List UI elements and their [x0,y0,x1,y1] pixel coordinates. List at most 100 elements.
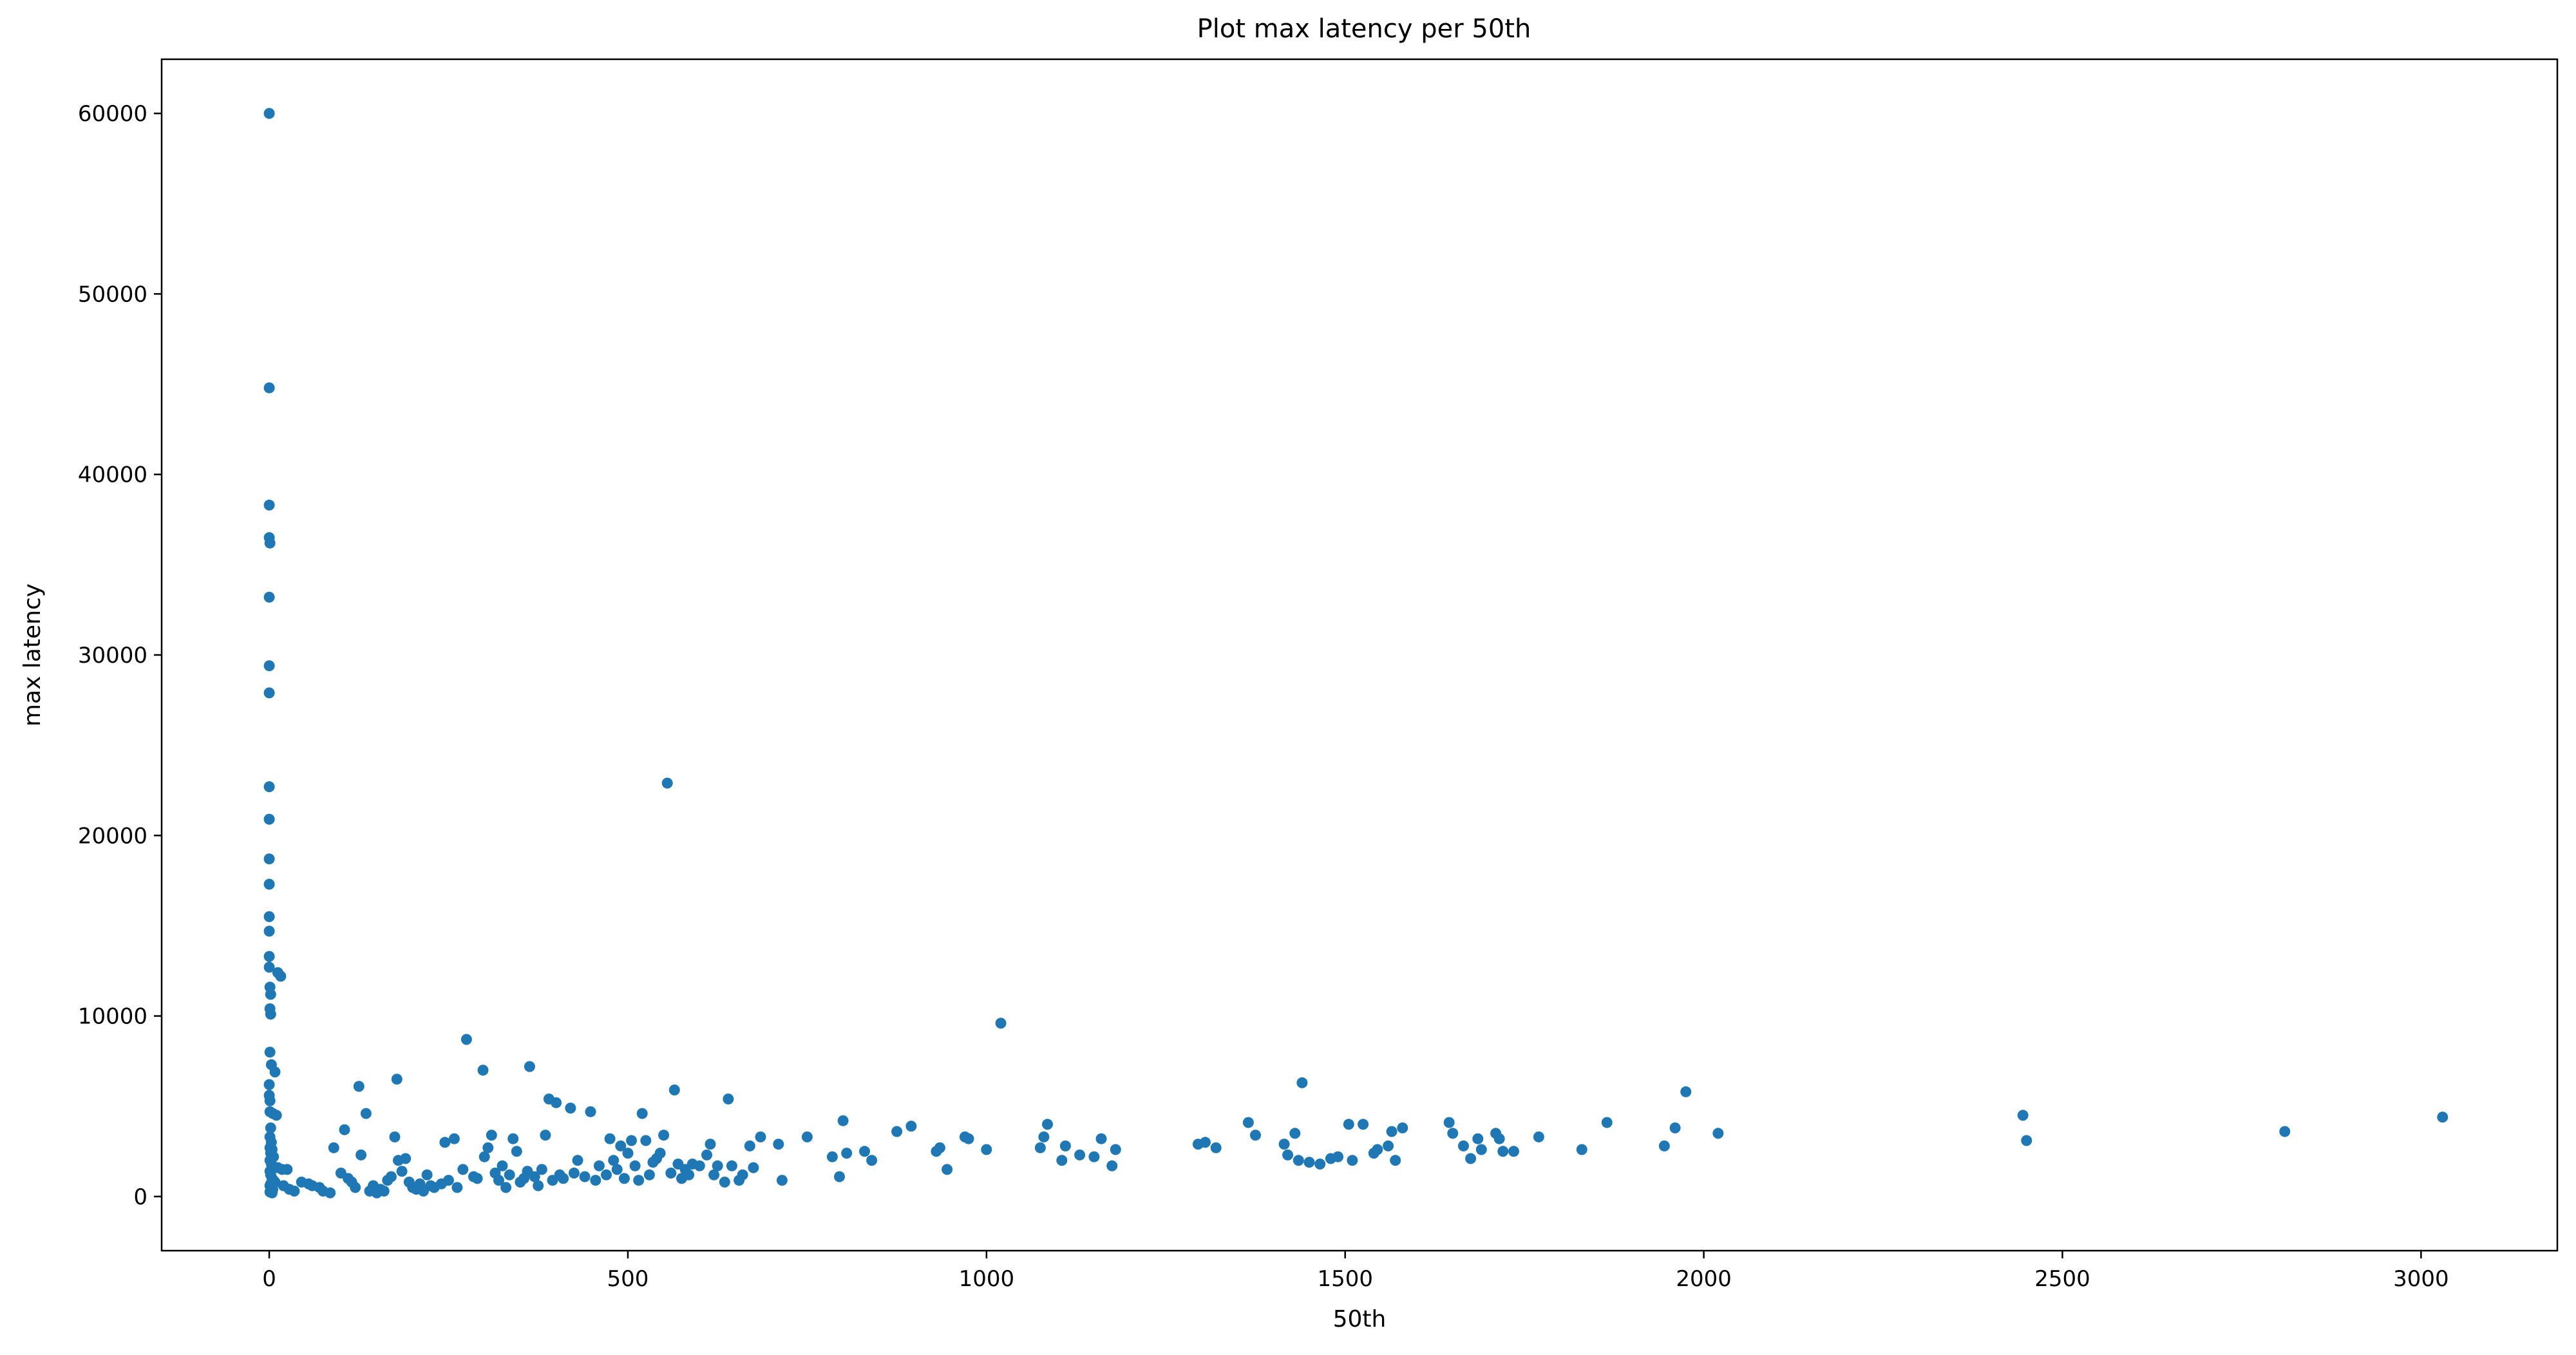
data-point [579,1171,591,1182]
data-point [1296,1077,1308,1088]
data-point [1074,1149,1086,1161]
data-point [1669,1122,1681,1133]
data-point [551,1097,562,1108]
data-point [504,1169,515,1180]
data-point [289,1186,300,1197]
data-point [500,1182,512,1193]
data-point [328,1142,339,1153]
data-point [1289,1128,1301,1139]
data-point [1658,1140,1670,1151]
data-point [263,878,275,890]
data-point [801,1131,813,1142]
data-point [264,1095,276,1106]
data-point [626,1135,637,1146]
y-tick-label: 0 [133,1184,147,1210]
data-point [866,1155,878,1166]
data-point [981,1144,992,1155]
data-point [1472,1133,1484,1144]
data-point [1347,1155,1358,1166]
y-tick-label: 30000 [78,643,147,668]
data-point [536,1164,547,1175]
data-point [654,1148,666,1159]
data-point [1576,1144,1587,1155]
data-point [723,1094,734,1104]
data-point [457,1164,469,1175]
data-point [265,989,276,1000]
data-point [391,1074,402,1085]
data-point [934,1142,945,1153]
plot-frame [160,58,2559,1252]
data-point [378,1186,390,1197]
data-point [350,1182,361,1193]
data-point [744,1140,755,1151]
data-point [776,1175,788,1186]
data-point [2021,1135,2032,1146]
data-point [2279,1126,2291,1137]
data-point [1106,1160,1118,1171]
data-point [1386,1126,1397,1137]
data-point [585,1106,596,1117]
data-point [396,1166,408,1177]
data-point [1447,1128,1459,1139]
data-point [615,1140,627,1151]
data-point [1712,1128,1724,1139]
data-point [1358,1119,1369,1130]
x-tick-label: 2500 [2034,1266,2090,1292]
data-point [267,1187,278,1199]
data-point [1601,1117,1613,1128]
data-point [611,1164,623,1175]
data-point [269,1066,281,1077]
y-axis-label: max latency [19,583,46,726]
data-point [1056,1155,1068,1166]
data-point [1303,1157,1315,1168]
data-point [1042,1119,1053,1130]
data-point [385,1171,397,1182]
data-point [665,1168,677,1179]
data-point [1278,1139,1290,1150]
data-point [339,1124,350,1135]
data-point [355,1149,367,1161]
data-point [1465,1153,1477,1164]
data-point [1533,1131,1544,1142]
data-point [507,1133,519,1144]
data-point [451,1182,463,1193]
data-point [601,1169,612,1180]
data-point [482,1142,494,1153]
data-point [1458,1140,1469,1151]
data-point [443,1175,454,1186]
data-point [281,1164,293,1175]
data-point [643,1169,655,1180]
data-point [439,1137,451,1148]
data-point [640,1135,652,1146]
data-point [421,1169,433,1180]
data-point [275,971,287,982]
data-point [633,1175,645,1186]
data-point [708,1169,720,1180]
data-point [1250,1130,1261,1141]
data-point [1332,1151,1344,1162]
data-point [1343,1119,1354,1130]
data-point [668,1085,680,1095]
data-point [719,1177,730,1188]
data-point [1088,1151,1100,1162]
data-point [1372,1144,1383,1155]
data-point [1293,1155,1304,1166]
data-point [265,1009,276,1020]
data-point [568,1168,580,1179]
data-point [477,1065,489,1076]
data-point [2437,1112,2448,1123]
data-point [524,1061,535,1072]
data-point [511,1146,522,1157]
data-point [263,951,275,962]
chart-title: Plot max latency per 50th [1197,14,1531,44]
data-point [264,1047,276,1058]
data-point [1210,1142,1222,1153]
data-point [263,499,275,511]
data-point [1443,1117,1455,1128]
data-point [389,1131,401,1142]
data-point [841,1148,853,1159]
data-point [265,1122,276,1133]
data-point [360,1108,372,1119]
